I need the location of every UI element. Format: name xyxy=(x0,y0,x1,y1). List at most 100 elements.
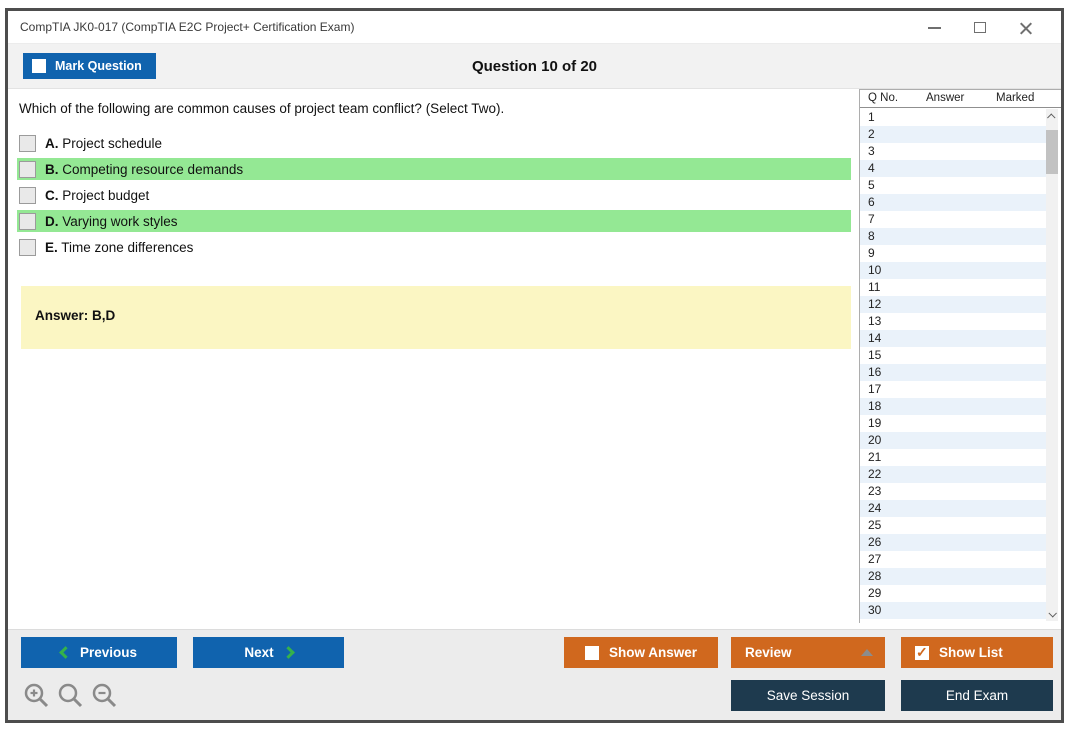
review-label: Review xyxy=(745,645,792,660)
question-list-row[interactable]: 14 xyxy=(860,330,1047,347)
question-list-row[interactable]: 27 xyxy=(860,551,1047,568)
answer-box: Answer: B,D xyxy=(21,286,851,349)
header-band: Question 10 of 20 Mark Question xyxy=(8,44,1061,89)
end-exam-button[interactable]: End Exam xyxy=(901,680,1053,711)
question-list-row[interactable]: 30 xyxy=(860,602,1047,619)
question-list-row[interactable]: 2 xyxy=(860,126,1047,143)
close-icon xyxy=(1019,21,1033,35)
question-list-row[interactable]: 13 xyxy=(860,313,1047,330)
exam-window: CompTIA JK0-017 (CompTIA E2C Project+ Ce… xyxy=(5,8,1064,723)
question-list-row[interactable]: 11 xyxy=(860,279,1047,296)
zoom-reset-icon[interactable] xyxy=(57,682,84,715)
option-row-a[interactable]: A. Project schedule xyxy=(17,132,851,154)
question-list-row[interactable]: 4 xyxy=(860,160,1047,177)
option-label: E. Time zone differences xyxy=(45,239,194,255)
question-counter: Question 10 of 20 xyxy=(471,58,598,75)
option-row-d[interactable]: D. Varying work styles xyxy=(17,210,851,232)
show-list-checkbox-icon xyxy=(915,644,929,661)
save-session-button[interactable]: Save Session xyxy=(731,680,885,711)
previous-button[interactable]: Previous xyxy=(21,637,177,668)
question-list-row[interactable]: 6 xyxy=(860,194,1047,211)
question-list-row[interactable]: 1 xyxy=(860,109,1047,126)
zoom-out-icon[interactable] xyxy=(91,682,118,715)
mark-question-label: Mark Question xyxy=(55,59,142,73)
scroll-up-arrow[interactable] xyxy=(1046,109,1058,124)
question-text: Which of the following are common causes… xyxy=(19,101,505,116)
question-list-row[interactable]: 12 xyxy=(860,296,1047,313)
question-list-row[interactable]: 22 xyxy=(860,466,1047,483)
chevron-down-icon xyxy=(1048,608,1057,618)
question-list-row[interactable]: 17 xyxy=(860,381,1047,398)
column-qno: Q No. xyxy=(868,92,899,104)
question-list-panel: Q No. Answer Marked 1 2 3 4 5 6 7 8 9 10 11 12 13 14 1… xyxy=(859,89,1061,623)
mark-question-button[interactable]: Mark Question xyxy=(23,53,156,79)
option-label: C. Project budget xyxy=(45,187,150,203)
show-answer-checkbox-icon xyxy=(584,645,599,660)
question-list-row[interactable]: 3 xyxy=(860,143,1047,160)
question-list-row[interactable]: 19 xyxy=(860,415,1047,432)
question-list-row[interactable]: 5 xyxy=(860,177,1047,194)
next-label: Next xyxy=(244,645,274,660)
minimize-button[interactable] xyxy=(911,11,957,44)
title-bar: CompTIA JK0-017 (CompTIA E2C Project+ Ce… xyxy=(8,11,1061,44)
zoom-controls xyxy=(23,682,118,715)
question-list-row[interactable]: 26 xyxy=(860,534,1047,551)
question-list-row[interactable]: 24 xyxy=(860,500,1047,517)
show-answer-button[interactable]: Show Answer xyxy=(564,637,718,668)
option-checkbox[interactable] xyxy=(19,238,36,256)
question-area: Which of the following are common causes… xyxy=(8,89,859,629)
question-list: 1 2 3 4 5 6 7 8 9 10 11 12 13 14 15 16 17 18 19 20 21 22 23 24 2… xyxy=(860,109,1047,619)
question-list-scrollbar[interactable] xyxy=(1046,109,1058,621)
question-list-row[interactable]: 8 xyxy=(860,228,1047,245)
next-button[interactable]: Next xyxy=(193,637,344,668)
show-answer-label: Show Answer xyxy=(608,645,697,660)
option-checkbox[interactable] xyxy=(19,134,36,152)
triangle-up-icon xyxy=(861,649,873,656)
show-list-label: Show List xyxy=(939,645,1003,660)
question-list-row[interactable]: 21 xyxy=(860,449,1047,466)
window-controls xyxy=(911,11,1049,44)
option-row-e[interactable]: E. Time zone differences xyxy=(17,236,851,258)
maximize-icon xyxy=(974,22,986,33)
previous-label: Previous xyxy=(79,645,138,660)
chevron-up-icon xyxy=(1047,112,1056,122)
chevron-right-icon xyxy=(281,646,295,659)
options-list: A. Project schedule B. Competing resource… xyxy=(17,132,851,262)
question-list-row[interactable]: 29 xyxy=(860,585,1047,602)
option-row-b[interactable]: B. Competing resource demands xyxy=(17,158,851,180)
column-answer: Answer xyxy=(926,92,965,104)
minimize-icon xyxy=(927,26,941,29)
content-area: Which of the following are common causes… xyxy=(8,89,1061,629)
option-label: B. Competing resource demands xyxy=(45,161,244,177)
question-list-row[interactable]: 20 xyxy=(860,432,1047,449)
option-row-c[interactable]: C. Project budget xyxy=(17,184,851,206)
save-session-label: Save Session xyxy=(766,688,850,703)
question-list-row[interactable]: 7 xyxy=(860,211,1047,228)
question-list-row[interactable]: 9 xyxy=(860,245,1047,262)
zoom-in-icon[interactable] xyxy=(23,682,50,715)
show-list-button[interactable]: Show List xyxy=(901,637,1053,668)
option-label: D. Varying work styles xyxy=(45,213,178,229)
question-list-header: Q No. Answer Marked xyxy=(860,90,1061,108)
scroll-down-arrow[interactable] xyxy=(1046,606,1058,621)
question-list-row[interactable]: 10 xyxy=(860,262,1047,279)
chevron-left-icon xyxy=(59,646,72,659)
question-list-row[interactable]: 28 xyxy=(860,568,1047,585)
window-title: CompTIA JK0-017 (CompTIA E2C Project+ Ce… xyxy=(20,20,355,34)
column-marked: Marked xyxy=(996,92,1035,104)
maximize-button[interactable] xyxy=(957,11,1003,44)
review-dropdown-button[interactable]: Review xyxy=(731,637,885,668)
question-list-row[interactable]: 18 xyxy=(860,398,1047,415)
question-list-row[interactable]: 16 xyxy=(860,364,1047,381)
option-checkbox[interactable] xyxy=(19,160,36,178)
question-list-row[interactable]: 23 xyxy=(860,483,1047,500)
question-list-row[interactable]: 25 xyxy=(860,517,1047,534)
question-list-row[interactable]: 15 xyxy=(860,347,1047,364)
close-button[interactable] xyxy=(1003,11,1049,44)
option-checkbox[interactable] xyxy=(19,186,36,204)
option-checkbox[interactable] xyxy=(19,212,36,230)
footer-bar: Previous Next Show Answer Review Show Li… xyxy=(8,629,1061,720)
scrollbar-thumb[interactable] xyxy=(1046,130,1058,174)
mark-question-checkbox-icon xyxy=(32,59,46,73)
option-label: A. Project schedule xyxy=(45,135,163,151)
